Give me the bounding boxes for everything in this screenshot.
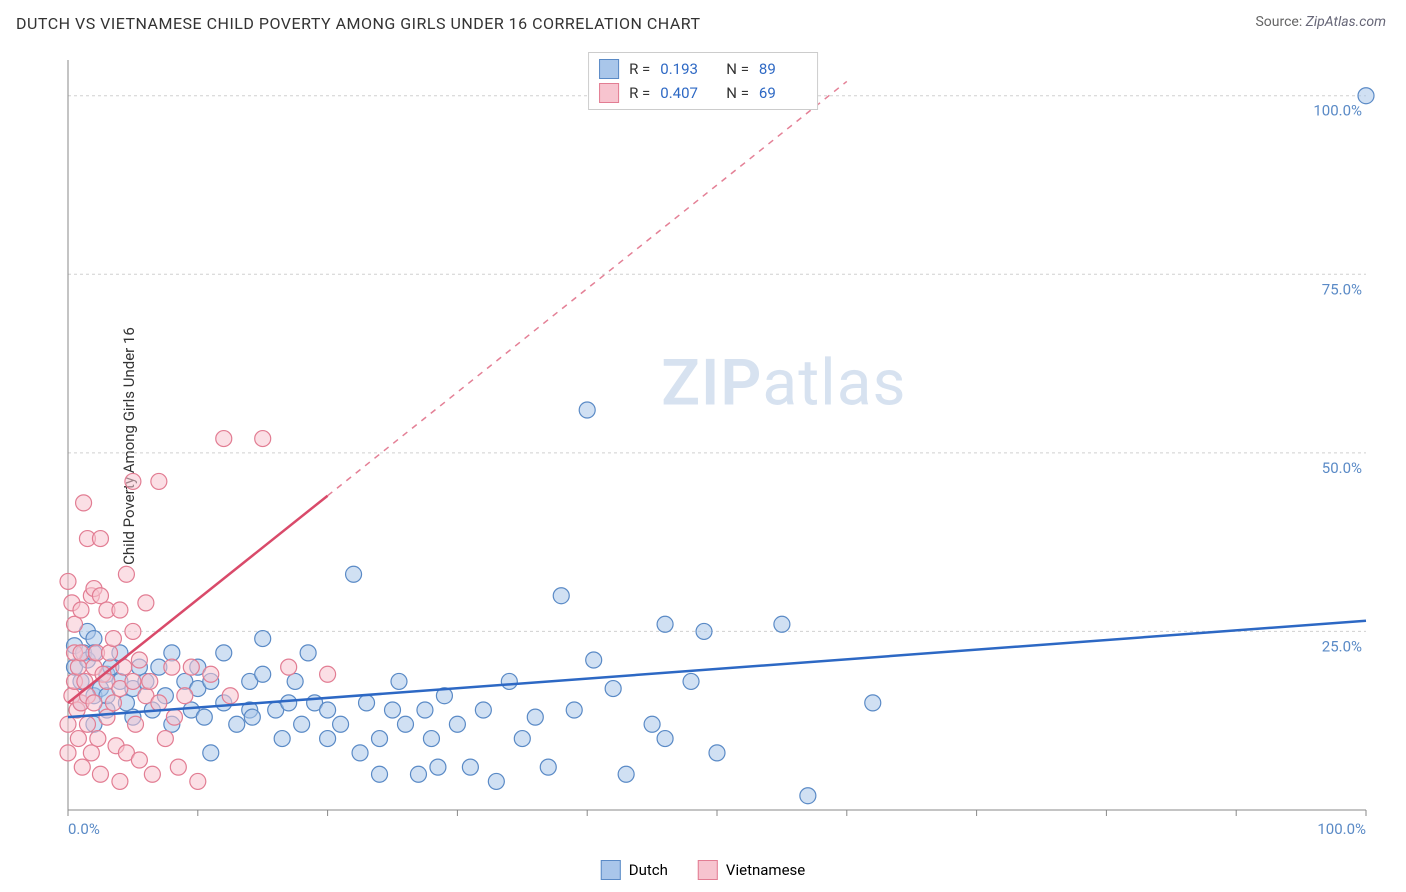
svg-text:100.0%: 100.0%	[1313, 102, 1362, 120]
legend-swatch-dutch	[601, 860, 621, 880]
r-label: R =	[629, 84, 650, 102]
series-legend: Dutch Vietnamese	[601, 860, 805, 880]
n-label: N =	[726, 60, 749, 78]
legend-item-vietnamese: Vietnamese	[698, 860, 805, 880]
legend-swatch-vietnamese	[599, 83, 619, 103]
correlation-legend: R = 0.193 N = 89 R = 0.407 N = 69	[588, 52, 818, 110]
legend-label: Vietnamese	[726, 861, 805, 879]
svg-text:75.0%: 75.0%	[1322, 280, 1362, 298]
svg-text:100.0%: 100.0%	[1317, 820, 1366, 838]
n-label: N =	[726, 84, 749, 102]
svg-text:0.0%: 0.0%	[68, 820, 100, 838]
r-label: R =	[629, 60, 650, 78]
legend-item-dutch: Dutch	[601, 860, 668, 880]
n-value: 69	[759, 84, 807, 102]
svg-text:25.0%: 25.0%	[1322, 637, 1362, 655]
legend-row-dutch: R = 0.193 N = 89	[599, 57, 807, 81]
r-value: 0.407	[660, 84, 708, 102]
scatter-chart: 25.0% 50.0% 75.0% 100.0% 0.0% 100.0%	[48, 50, 1386, 842]
legend-row-vietnamese: R = 0.407 N = 69	[599, 81, 807, 105]
legend-swatch-dutch	[599, 59, 619, 79]
n-value: 89	[759, 60, 807, 78]
r-value: 0.193	[660, 60, 708, 78]
source-value: ZipAtlas.com	[1306, 14, 1386, 30]
chart-title: DUTCH VS VIETNAMESE CHILD POVERTY AMONG …	[16, 14, 701, 33]
legend-swatch-vietnamese	[698, 860, 718, 880]
legend-label: Dutch	[629, 861, 668, 879]
svg-text:50.0%: 50.0%	[1322, 459, 1362, 477]
source-label: Source:	[1255, 14, 1305, 30]
source-attribution: Source: ZipAtlas.com	[1255, 14, 1386, 30]
plot-area: ZIPatlas 25.0%50.0%75.0%100.0%0.0%100.0%	[48, 50, 1386, 842]
